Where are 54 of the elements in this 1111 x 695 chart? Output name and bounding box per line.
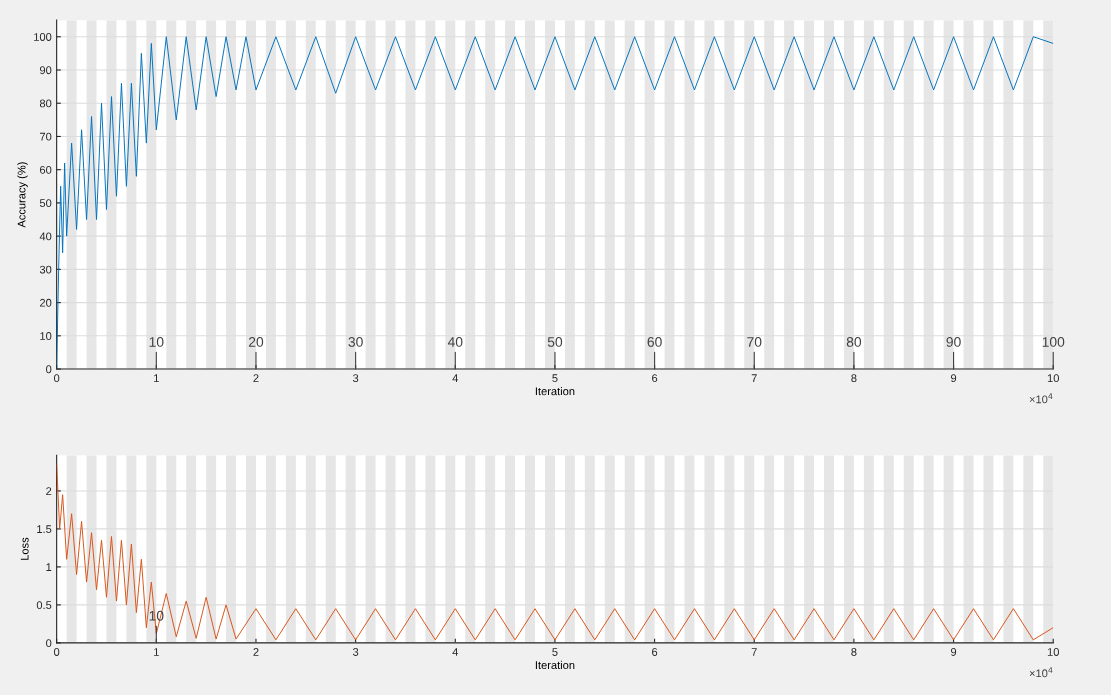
- x-tick-label: 1: [154, 374, 159, 382]
- x-tick-label: 5: [552, 648, 558, 656]
- y-tick-label: 0.5: [36, 601, 52, 610]
- y-tick-label: 2: [46, 487, 52, 495]
- y-tick-label: 90: [39, 66, 52, 75]
- x-axis-title: Iteration: [535, 387, 575, 396]
- x-tick-label: 7: [751, 374, 757, 382]
- y-axis-title: Loss: [20, 537, 29, 560]
- x-tick-label: 0: [54, 648, 60, 656]
- x-tick-label: 4: [452, 648, 459, 656]
- x-tick-label: 3: [352, 374, 359, 383]
- x-tick-label: 6: [652, 374, 658, 383]
- x-tick-label: 4: [452, 374, 459, 382]
- x-tick-label: 6: [652, 648, 658, 656]
- x-tick-label: 5: [552, 374, 558, 383]
- y-tick-label: 60: [40, 165, 52, 174]
- text: ×10$^{4}$: [1029, 667, 1053, 678]
- x-tick-label: 1: [154, 648, 159, 656]
- annotation: 20: [248, 337, 264, 347]
- annotation: 90: [946, 337, 961, 347]
- y-tick-label: 100: [34, 33, 52, 41]
- annotation: 60: [647, 337, 662, 347]
- annotation: 80: [846, 337, 862, 347]
- y-tick-label: 40: [39, 232, 52, 241]
- y-tick-label: 30: [39, 265, 52, 274]
- x-tick-label: 10: [1047, 374, 1059, 383]
- y-tick-label: 70: [40, 132, 52, 141]
- annotation: 100: [1042, 337, 1065, 347]
- y-axis-title: Accuracy (%): [17, 162, 28, 228]
- x-tick-label: 10: [1047, 648, 1059, 656]
- y-tick-label: 20: [40, 298, 52, 307]
- y-tick-label: 0: [46, 365, 52, 374]
- annotation: 70: [747, 337, 762, 347]
- annotation: 10: [149, 337, 164, 347]
- y-tick-label: 80: [39, 99, 52, 108]
- y-tick-label: 50: [39, 199, 52, 208]
- text: ×10$^{4}$: [1029, 393, 1053, 404]
- x-axis-title: Iteration: [535, 660, 575, 670]
- x-tick-label: 7: [751, 648, 757, 656]
- annotation: 40: [447, 337, 463, 347]
- x-tick-label: 3: [352, 648, 359, 656]
- y-tick-label: 1.5: [37, 525, 52, 534]
- x-tick-label: 2: [253, 374, 259, 382]
- y-tick-label: 1: [46, 563, 52, 571]
- annotation: 30: [348, 337, 363, 347]
- annotation: 50: [547, 337, 563, 347]
- y-tick-label: 0: [46, 639, 52, 648]
- x-tick-label: 0: [54, 374, 60, 383]
- x-tick-label: 8: [851, 374, 857, 383]
- y-tick-label: 10: [40, 332, 52, 340]
- x-tick-label: 2: [253, 648, 259, 656]
- x-tick-label: 9: [951, 374, 957, 383]
- x-tick-label: 9: [951, 648, 957, 656]
- x-tick-label: 8: [851, 648, 857, 656]
